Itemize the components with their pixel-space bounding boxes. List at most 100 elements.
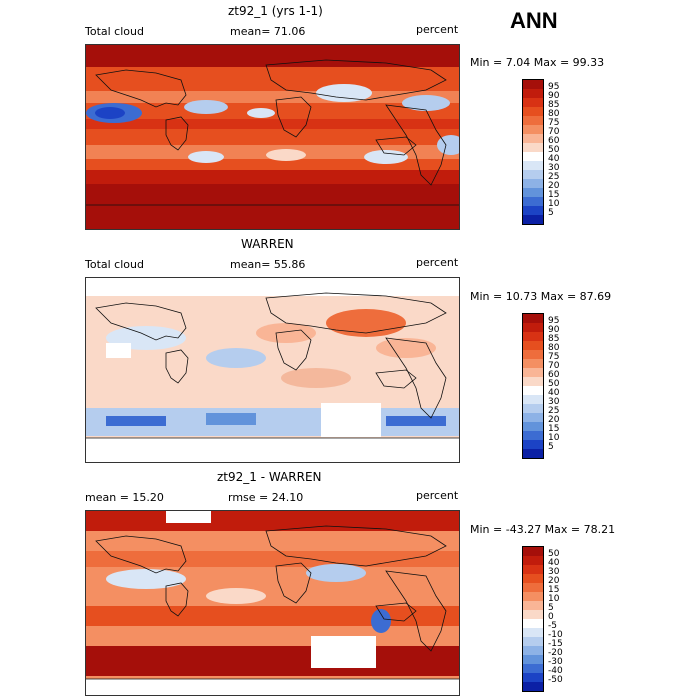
colorbar-swatch [523, 449, 543, 458]
units-label: percent [416, 23, 459, 36]
units-label: percent [416, 256, 459, 269]
colorbar-label: 25 [548, 406, 560, 416]
colorbar-label: 50 [548, 379, 560, 389]
colorbar-swatch [523, 440, 543, 449]
colorbar-swatch [523, 565, 543, 574]
colorbar-swatch [523, 197, 543, 206]
colorbar-label: -30 [548, 657, 563, 667]
colorbar-swatch [523, 179, 543, 188]
colorbar-swatch [523, 359, 543, 368]
colorbar-swatch [523, 404, 543, 413]
panel-title: zt92_1 - WARREN [217, 470, 322, 484]
colorbar-label: -10 [548, 630, 563, 640]
colorbar-label: 20 [548, 576, 560, 586]
colorbar-label: 40 [548, 154, 560, 164]
min-max-label: Min = 7.04 Max = 99.33 [470, 56, 605, 69]
colorbar-swatch [523, 395, 543, 404]
colorbar-swatch [523, 350, 543, 359]
colorbar-swatch [523, 646, 543, 655]
colorbar-label: -5 [548, 621, 557, 631]
colorbar-swatch [523, 619, 543, 628]
colorbar-swatch [523, 98, 543, 107]
colorbar [522, 79, 544, 225]
map-model [85, 44, 460, 230]
colorbar-swatch [523, 116, 543, 125]
colorbar-swatch [523, 583, 543, 592]
colorbar-swatch [523, 610, 543, 619]
colorbar-label: 15 [548, 190, 560, 200]
colorbar-label: 30 [548, 567, 560, 577]
season-label: ANN [510, 8, 558, 33]
colorbar-swatch [523, 377, 543, 386]
colorbar-swatch [523, 107, 543, 116]
rmse-label: rmse = 24.10 [228, 491, 304, 504]
colorbar-swatch [523, 547, 543, 556]
colorbar-label: 10 [548, 199, 560, 209]
colorbar-label: 30 [548, 397, 560, 407]
map-field [86, 511, 459, 695]
colorbar-label: 90 [548, 91, 560, 101]
colorbar-swatch [523, 601, 543, 610]
colorbar [522, 546, 544, 692]
units-label: percent [416, 489, 459, 502]
colorbar-label: -20 [548, 648, 563, 658]
map-field [86, 45, 459, 229]
variable-label: Total cloud [85, 25, 144, 38]
colorbar-label: 25 [548, 172, 560, 182]
colorbar-label: 80 [548, 343, 560, 353]
colorbar-label: 50 [548, 549, 560, 559]
colorbar-label: 85 [548, 100, 560, 110]
map-field [86, 278, 459, 462]
colorbar-label: 5 [548, 603, 554, 613]
colorbar-label: 90 [548, 325, 560, 335]
mean-label: mean= 55.86 [230, 258, 306, 271]
colorbar-swatch [523, 556, 543, 565]
colorbar-swatch [523, 592, 543, 601]
colorbar-swatch [523, 206, 543, 215]
colorbar-swatch [523, 431, 543, 440]
colorbar-swatch [523, 314, 543, 323]
colorbar-label: 95 [548, 316, 560, 326]
colorbar-label: 60 [548, 136, 560, 146]
colorbar-swatch [523, 323, 543, 332]
colorbar-swatch [523, 682, 543, 691]
colorbar [522, 313, 544, 459]
colorbar-swatch [523, 386, 543, 395]
min-max-label: Min = -43.27 Max = 78.21 [470, 523, 616, 536]
colorbar-swatch [523, 134, 543, 143]
colorbar-label: 10 [548, 594, 560, 604]
colorbar-swatch [523, 161, 543, 170]
colorbar-label: 10 [548, 433, 560, 443]
colorbar-label: 20 [548, 415, 560, 425]
colorbar-label: 60 [548, 370, 560, 380]
colorbar-swatch [523, 422, 543, 431]
colorbar-label: 20 [548, 181, 560, 191]
colorbar-swatch [523, 655, 543, 664]
colorbar-label: -15 [548, 639, 563, 649]
colorbar-label: 80 [548, 109, 560, 119]
mean-label: mean = 15.20 [85, 491, 164, 504]
colorbar-label: 40 [548, 388, 560, 398]
colorbar-swatch [523, 413, 543, 422]
colorbar-swatch [523, 664, 543, 673]
colorbar-swatch [523, 673, 543, 682]
variable-label: Total cloud [85, 258, 144, 271]
colorbar-swatch [523, 574, 543, 583]
colorbar-label: 15 [548, 585, 560, 595]
mean-label: mean= 71.06 [230, 25, 306, 38]
colorbar-label: 15 [548, 424, 560, 434]
colorbar-label: 85 [548, 334, 560, 344]
colorbar-label: 50 [548, 145, 560, 155]
colorbar-label: -40 [548, 666, 563, 676]
colorbar-swatch [523, 152, 543, 161]
map-obs [85, 277, 460, 463]
colorbar-swatch [523, 143, 543, 152]
panel-title: zt92_1 (yrs 1-1) [228, 4, 323, 18]
colorbar-swatch [523, 341, 543, 350]
colorbar-label: 75 [548, 118, 560, 128]
colorbar-label: 70 [548, 127, 560, 137]
colorbar-swatch [523, 332, 543, 341]
colorbar-swatch [523, 188, 543, 197]
colorbar-label: 5 [548, 442, 554, 452]
colorbar-label: 5 [548, 208, 554, 218]
